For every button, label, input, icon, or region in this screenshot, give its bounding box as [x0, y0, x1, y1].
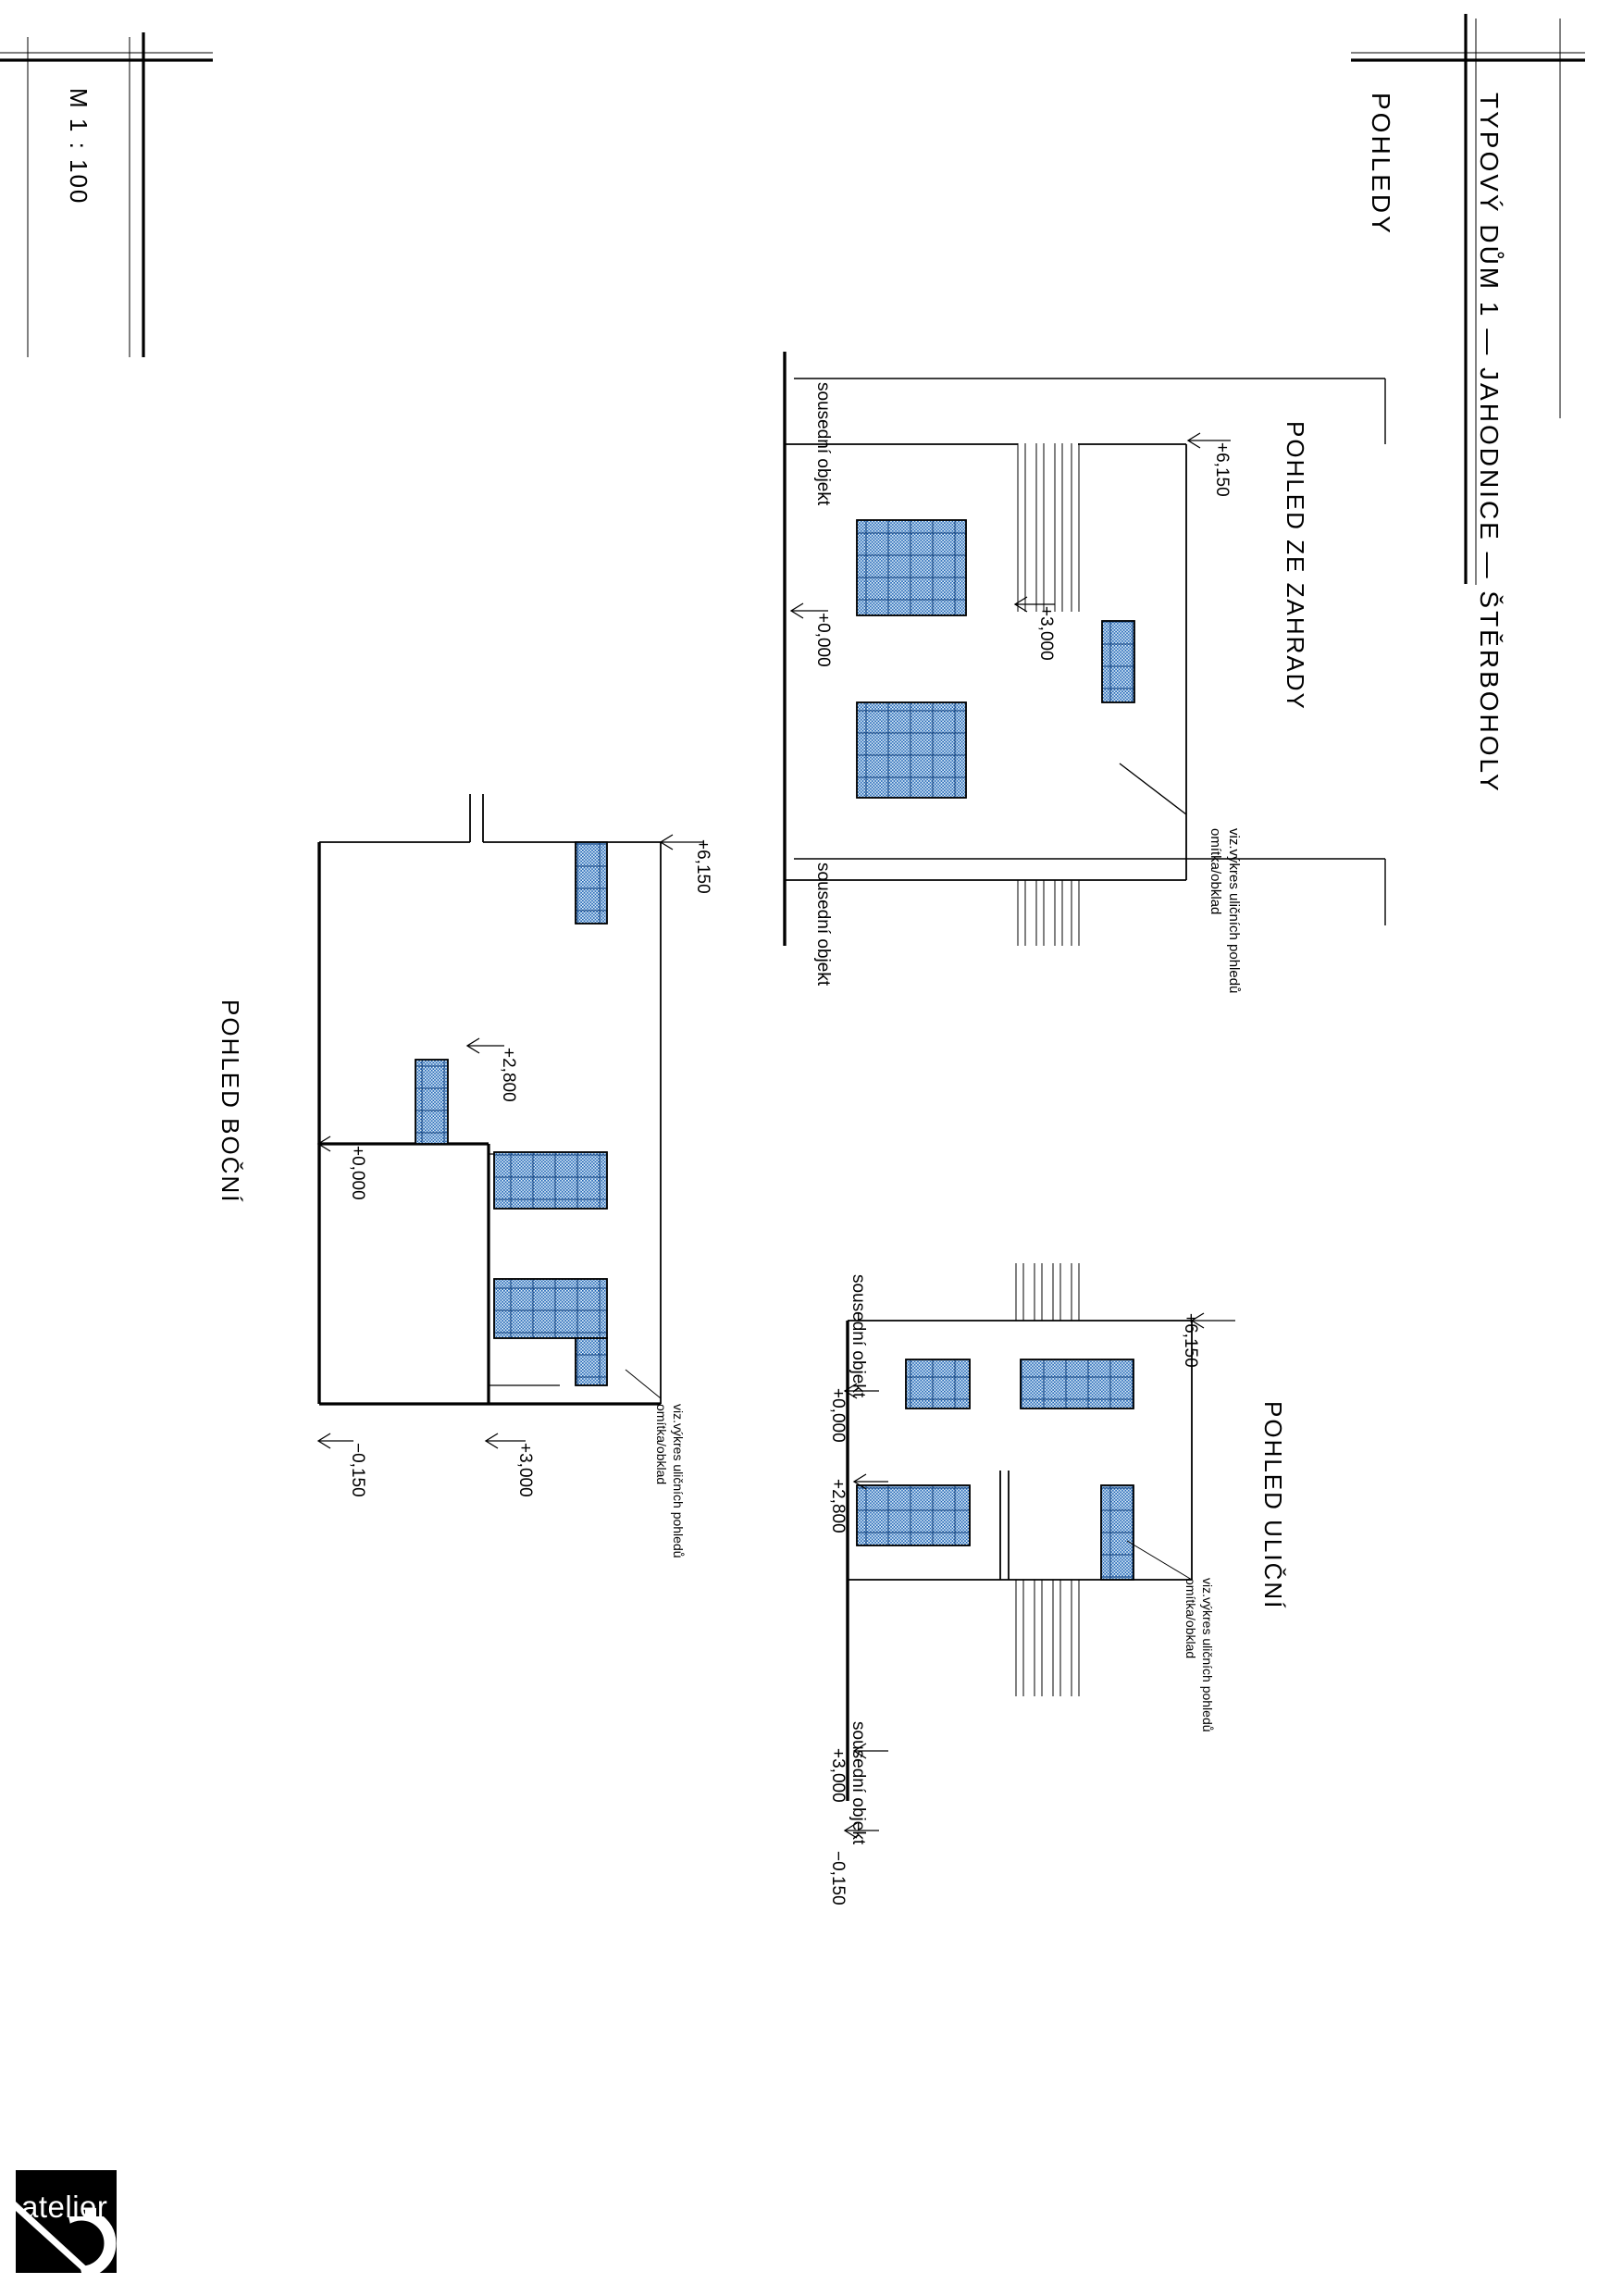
svg-text:atelier: atelier: [21, 2190, 107, 2224]
